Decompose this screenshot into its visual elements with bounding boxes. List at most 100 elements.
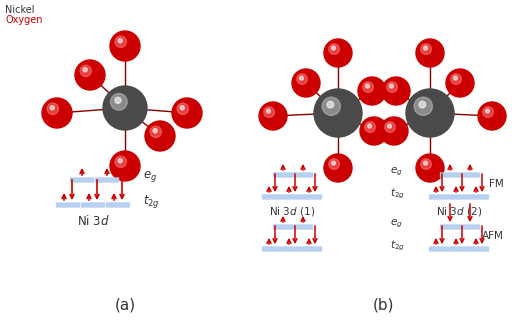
FancyBboxPatch shape <box>273 225 292 229</box>
Circle shape <box>329 159 339 169</box>
Circle shape <box>382 77 410 105</box>
Circle shape <box>110 31 140 61</box>
FancyBboxPatch shape <box>273 173 292 177</box>
Circle shape <box>380 117 408 145</box>
Circle shape <box>416 39 444 67</box>
Text: FM: FM <box>489 179 504 189</box>
Text: (a): (a) <box>115 298 136 313</box>
FancyBboxPatch shape <box>430 247 449 251</box>
Circle shape <box>47 103 58 114</box>
Circle shape <box>363 82 373 92</box>
Circle shape <box>324 39 352 67</box>
Circle shape <box>297 74 307 84</box>
Circle shape <box>385 122 395 132</box>
Circle shape <box>180 106 184 110</box>
FancyBboxPatch shape <box>96 178 118 182</box>
Circle shape <box>454 76 458 80</box>
Circle shape <box>314 89 362 137</box>
FancyBboxPatch shape <box>293 225 312 229</box>
Circle shape <box>300 76 304 80</box>
FancyBboxPatch shape <box>303 195 322 199</box>
Circle shape <box>387 82 397 92</box>
Circle shape <box>406 89 454 137</box>
FancyBboxPatch shape <box>263 247 282 251</box>
Text: $e_g$: $e_g$ <box>143 170 157 184</box>
Circle shape <box>414 97 433 115</box>
Text: Ni 3$d$: Ni 3$d$ <box>77 214 110 228</box>
Circle shape <box>115 36 126 47</box>
Circle shape <box>103 86 147 130</box>
FancyBboxPatch shape <box>470 247 488 251</box>
Circle shape <box>324 154 352 182</box>
FancyBboxPatch shape <box>440 225 459 229</box>
Circle shape <box>267 109 270 113</box>
FancyBboxPatch shape <box>283 195 302 199</box>
Text: Nickel: Nickel <box>5 5 34 15</box>
FancyBboxPatch shape <box>460 173 480 177</box>
FancyBboxPatch shape <box>440 173 459 177</box>
Circle shape <box>115 156 126 168</box>
FancyBboxPatch shape <box>470 195 488 199</box>
Circle shape <box>368 124 372 128</box>
Text: $t_{2g}$: $t_{2g}$ <box>390 239 405 253</box>
Circle shape <box>416 154 444 182</box>
Text: Ni 3$d$ (2): Ni 3$d$ (2) <box>436 205 482 218</box>
Circle shape <box>42 98 72 128</box>
Circle shape <box>172 98 202 128</box>
FancyBboxPatch shape <box>293 173 312 177</box>
Circle shape <box>485 109 489 113</box>
Circle shape <box>118 159 122 163</box>
Text: $e_g$: $e_g$ <box>390 218 403 230</box>
Circle shape <box>423 46 428 50</box>
Circle shape <box>358 77 386 105</box>
Circle shape <box>292 69 320 97</box>
Circle shape <box>446 69 474 97</box>
Circle shape <box>421 44 432 54</box>
Circle shape <box>366 84 370 88</box>
Text: Ni 3$d$ (1): Ni 3$d$ (1) <box>269 205 315 218</box>
Text: $t_{2g}$: $t_{2g}$ <box>143 193 160 211</box>
Circle shape <box>75 60 105 90</box>
Circle shape <box>50 106 54 110</box>
Circle shape <box>150 126 161 138</box>
Circle shape <box>332 46 335 50</box>
Circle shape <box>365 122 375 132</box>
FancyBboxPatch shape <box>106 203 130 207</box>
Circle shape <box>115 97 121 103</box>
Circle shape <box>83 68 88 72</box>
FancyBboxPatch shape <box>71 178 94 182</box>
FancyBboxPatch shape <box>430 195 449 199</box>
Circle shape <box>264 107 274 117</box>
Circle shape <box>421 159 432 169</box>
Circle shape <box>360 117 388 145</box>
Circle shape <box>390 84 394 88</box>
FancyBboxPatch shape <box>56 203 79 207</box>
FancyBboxPatch shape <box>450 247 468 251</box>
Circle shape <box>329 44 339 54</box>
Circle shape <box>322 97 340 115</box>
Circle shape <box>451 74 461 84</box>
FancyBboxPatch shape <box>263 195 282 199</box>
Circle shape <box>80 65 92 77</box>
Circle shape <box>419 101 425 108</box>
Text: AFM: AFM <box>482 231 504 241</box>
Text: $t_{2g}$: $t_{2g}$ <box>390 187 405 201</box>
Circle shape <box>145 121 175 151</box>
FancyBboxPatch shape <box>283 247 302 251</box>
Text: $e_g$: $e_g$ <box>390 166 403 178</box>
Circle shape <box>483 107 494 117</box>
Circle shape <box>478 102 506 130</box>
FancyBboxPatch shape <box>460 225 480 229</box>
Circle shape <box>388 124 392 128</box>
Circle shape <box>153 129 157 133</box>
Text: (b): (b) <box>373 298 395 313</box>
Circle shape <box>177 103 188 114</box>
Circle shape <box>259 102 287 130</box>
Text: Oxygen: Oxygen <box>5 15 42 25</box>
Circle shape <box>110 151 140 181</box>
FancyBboxPatch shape <box>81 203 104 207</box>
Circle shape <box>118 39 122 43</box>
FancyBboxPatch shape <box>450 195 468 199</box>
Circle shape <box>327 101 334 108</box>
Circle shape <box>423 161 428 165</box>
